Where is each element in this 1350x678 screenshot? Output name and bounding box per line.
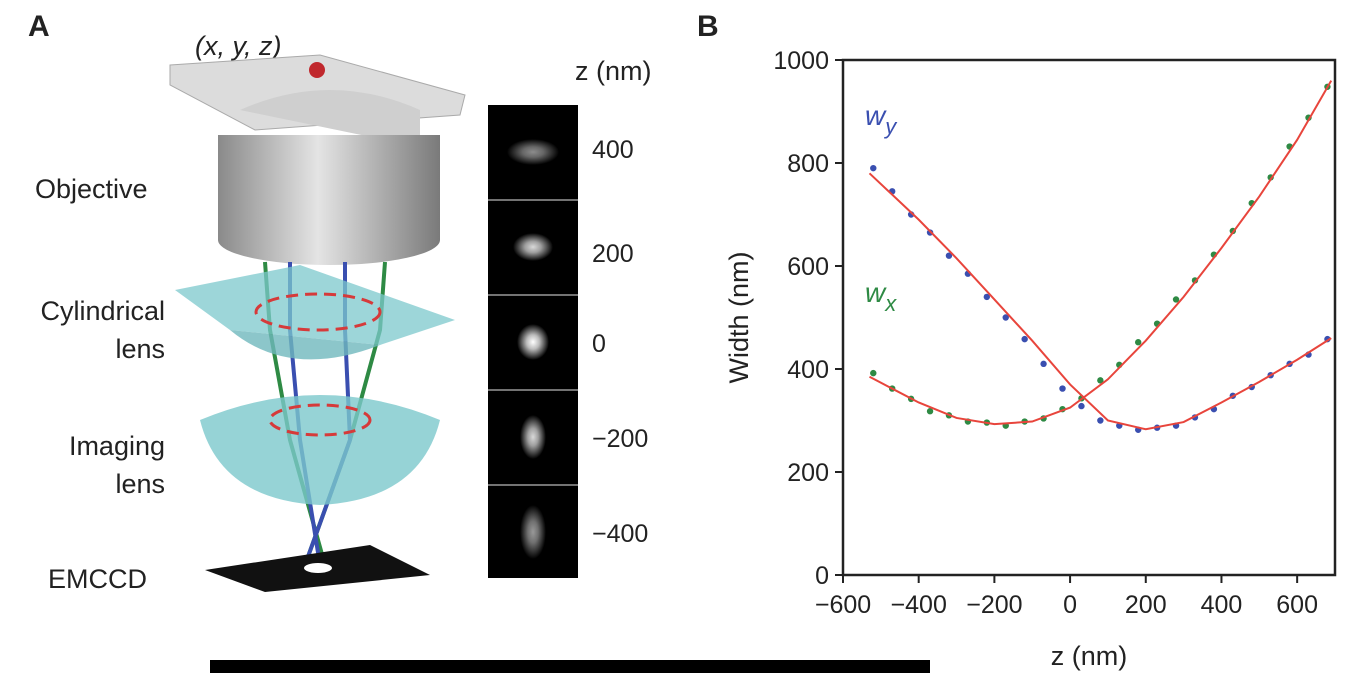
beam-ring xyxy=(254,292,382,332)
x-tick-label: 200 xyxy=(1125,591,1167,619)
objective-top xyxy=(240,90,420,145)
y-axis-label: Width (nm) xyxy=(724,251,754,383)
plot-frame xyxy=(841,58,1337,577)
data-point xyxy=(1040,360,1047,368)
z-tick-label: 400 xyxy=(592,136,634,164)
data-point xyxy=(1078,402,1085,410)
objective-base xyxy=(218,215,440,265)
data-point xyxy=(870,164,877,172)
data-point xyxy=(983,293,991,301)
lens-label: Cylindrical xyxy=(40,296,165,326)
y-tick-label: 600 xyxy=(787,253,829,281)
objective-label: Objective xyxy=(35,174,148,204)
y-tick-label: 200 xyxy=(787,459,829,487)
data-point xyxy=(926,408,934,415)
x-tick-label: −400 xyxy=(891,591,947,619)
data-point xyxy=(945,252,953,259)
data-point xyxy=(1097,377,1104,384)
x-tick-label: −200 xyxy=(966,591,1022,619)
x-tick-label: 0 xyxy=(1063,591,1077,619)
lens-label: Imaging xyxy=(69,431,165,461)
fit-line xyxy=(869,80,1333,426)
legend-label: wx xyxy=(865,277,897,316)
data-point xyxy=(1021,335,1028,343)
x-axis-label: z (nm) xyxy=(1051,641,1128,671)
psf-image xyxy=(513,233,553,261)
bottom-strip xyxy=(210,660,930,673)
panel-label: B xyxy=(697,10,719,43)
y-tick-label: 1000 xyxy=(773,47,829,75)
data-point xyxy=(1135,339,1142,346)
panel-label: A xyxy=(28,10,50,43)
y-tick-label: 400 xyxy=(787,356,829,384)
data-point xyxy=(1172,296,1180,303)
z-tick-label: 200 xyxy=(592,240,634,268)
image-dividers xyxy=(488,199,578,486)
coordinate-label: (x, y, z) xyxy=(195,31,281,61)
x-tick-label: −600 xyxy=(815,591,871,619)
imaging-lens xyxy=(200,395,440,505)
y-tick-label: 0 xyxy=(815,562,829,590)
psf-image xyxy=(507,139,559,165)
chart: B 0 200 400 600 800 1000 −600 −400 −200 0 200 400 600… xyxy=(697,10,1337,671)
lens-label: lens xyxy=(115,469,165,499)
y-tick-label: 800 xyxy=(787,150,829,178)
psf-image xyxy=(520,505,546,559)
z-tick-label: −400 xyxy=(592,520,648,548)
z-tick-label: 0 xyxy=(592,330,606,358)
z-axis-label: z (nm) xyxy=(575,56,652,86)
cylindrical-lens xyxy=(175,265,455,345)
psf-image xyxy=(517,324,549,360)
cylindrical-lens-body xyxy=(230,330,380,360)
psf-image xyxy=(520,415,546,459)
data-point xyxy=(870,369,877,377)
fit-line xyxy=(868,172,1332,431)
camera-label: EMCCD xyxy=(48,564,147,594)
x-tick-label: 400 xyxy=(1201,591,1243,619)
spot xyxy=(304,563,332,573)
x-tick-label: 600 xyxy=(1276,591,1318,619)
data-point xyxy=(1059,385,1066,392)
legend-label: wy xyxy=(865,100,898,139)
data-point xyxy=(1097,417,1104,424)
z-tick-label: −200 xyxy=(592,425,648,453)
beam-ring xyxy=(268,403,372,437)
emitter xyxy=(309,62,325,78)
lens-label: lens xyxy=(115,334,165,364)
data-point xyxy=(1002,314,1009,321)
